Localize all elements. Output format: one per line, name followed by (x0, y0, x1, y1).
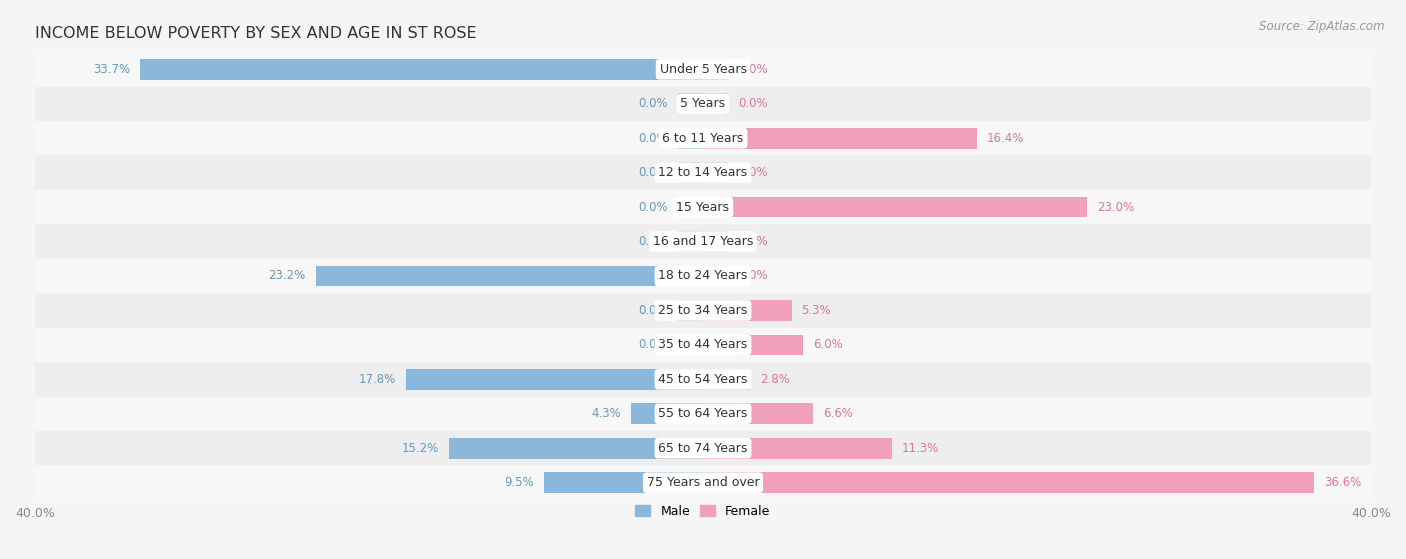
Bar (544, 472, 703, 493)
Bar (703, 197, 1087, 217)
Bar (678, 128, 703, 149)
Text: 0.0%: 0.0% (638, 304, 668, 317)
Text: INCOME BELOW POVERTY BY SEX AND AGE IN ST ROSE: INCOME BELOW POVERTY BY SEX AND AGE IN S… (35, 26, 477, 41)
Text: 35 to 44 Years: 35 to 44 Years (658, 338, 748, 352)
Bar (678, 300, 703, 321)
Bar (703, 59, 728, 79)
Bar (35, 190, 1371, 224)
Bar (35, 259, 1371, 293)
Bar (35, 293, 1371, 328)
Text: 0.0%: 0.0% (638, 201, 668, 214)
Bar (449, 438, 703, 458)
Bar (141, 59, 703, 79)
Text: 0.0%: 0.0% (638, 132, 668, 145)
Text: 15 Years: 15 Years (676, 201, 730, 214)
Bar (703, 162, 728, 183)
Bar (315, 266, 703, 286)
Text: 2.8%: 2.8% (759, 373, 790, 386)
Bar (35, 224, 1371, 259)
Bar (35, 155, 1371, 190)
Text: 45 to 54 Years: 45 to 54 Years (658, 373, 748, 386)
Text: Under 5 Years: Under 5 Years (659, 63, 747, 76)
Bar (35, 431, 1371, 466)
Text: 36.6%: 36.6% (1324, 476, 1361, 489)
Text: 6 to 11 Years: 6 to 11 Years (662, 132, 744, 145)
Text: 4.3%: 4.3% (592, 408, 621, 420)
Bar (703, 369, 749, 390)
Text: 12 to 14 Years: 12 to 14 Years (658, 166, 748, 179)
Bar (703, 472, 1315, 493)
Text: 55 to 64 Years: 55 to 64 Years (658, 408, 748, 420)
Bar (703, 266, 728, 286)
Bar (678, 162, 703, 183)
Bar (678, 231, 703, 252)
Text: 0.0%: 0.0% (738, 269, 768, 282)
Text: 0.0%: 0.0% (638, 97, 668, 110)
Bar (703, 334, 803, 355)
Bar (35, 87, 1371, 121)
Text: 23.0%: 23.0% (1097, 201, 1135, 214)
Text: 5 Years: 5 Years (681, 97, 725, 110)
Bar (35, 362, 1371, 396)
Text: 16 and 17 Years: 16 and 17 Years (652, 235, 754, 248)
Bar (35, 121, 1371, 155)
Text: 16.4%: 16.4% (987, 132, 1025, 145)
Text: 11.3%: 11.3% (901, 442, 939, 454)
Text: 25 to 34 Years: 25 to 34 Years (658, 304, 748, 317)
Bar (678, 93, 703, 114)
Text: 0.0%: 0.0% (638, 166, 668, 179)
Bar (678, 334, 703, 355)
Text: 5.3%: 5.3% (801, 304, 831, 317)
Text: 18 to 24 Years: 18 to 24 Years (658, 269, 748, 282)
Text: 0.0%: 0.0% (738, 97, 768, 110)
Bar (703, 438, 891, 458)
Text: 0.0%: 0.0% (638, 338, 668, 352)
Text: 0.0%: 0.0% (738, 235, 768, 248)
Text: 15.2%: 15.2% (402, 442, 439, 454)
Bar (35, 466, 1371, 500)
Bar (703, 93, 728, 114)
Text: 33.7%: 33.7% (93, 63, 131, 76)
Text: 65 to 74 Years: 65 to 74 Years (658, 442, 748, 454)
Text: 9.5%: 9.5% (505, 476, 534, 489)
Text: 17.8%: 17.8% (359, 373, 395, 386)
Text: 0.0%: 0.0% (738, 63, 768, 76)
Bar (35, 52, 1371, 87)
Legend: Male, Female: Male, Female (630, 500, 776, 523)
Bar (35, 396, 1371, 431)
Text: 0.0%: 0.0% (638, 235, 668, 248)
Text: 75 Years and over: 75 Years and over (647, 476, 759, 489)
Bar (678, 197, 703, 217)
Bar (35, 328, 1371, 362)
Bar (703, 231, 728, 252)
Bar (703, 300, 792, 321)
Text: 0.0%: 0.0% (738, 166, 768, 179)
Bar (703, 128, 977, 149)
Text: 6.0%: 6.0% (813, 338, 844, 352)
Text: 6.6%: 6.6% (824, 408, 853, 420)
Bar (703, 404, 813, 424)
Text: Source: ZipAtlas.com: Source: ZipAtlas.com (1260, 20, 1385, 32)
Text: 23.2%: 23.2% (269, 269, 305, 282)
Bar (631, 404, 703, 424)
Bar (406, 369, 703, 390)
